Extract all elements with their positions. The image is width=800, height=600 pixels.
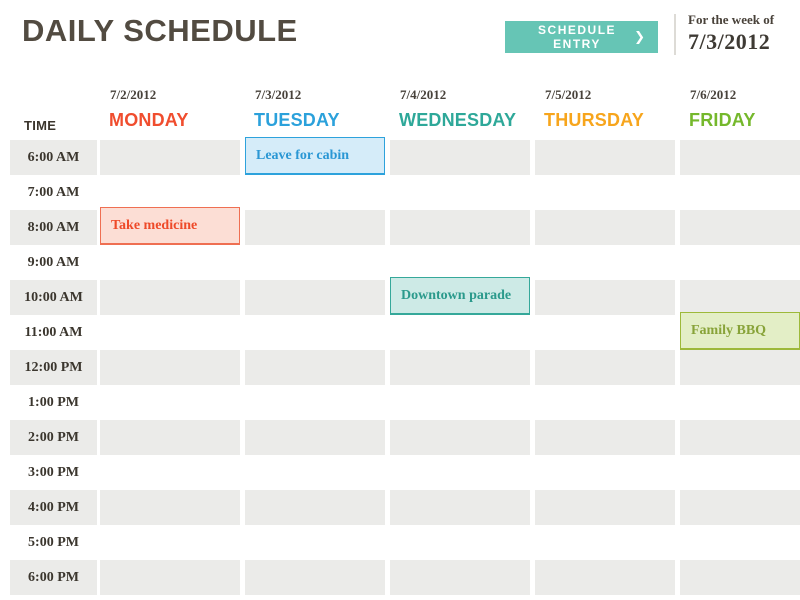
grid-cell[interactable] [100,175,240,210]
grid-cell[interactable] [100,315,240,350]
time-column-header: TIME [24,118,57,133]
grid-cell[interactable] [535,560,675,595]
grid-cell[interactable] [680,140,800,175]
grid-cell[interactable] [245,420,385,455]
time-cell: 7:00 AM [27,185,80,200]
grid-cell[interactable] [390,245,530,280]
day-date-friday: 7/6/2012 [690,87,737,102]
day-header-thursday: THURSDAY [544,110,644,130]
grid-cell[interactable] [680,385,800,420]
event-leave-for-cabin[interactable]: Leave for cabin [245,137,385,175]
chevron-right-icon: ❯ [634,29,645,44]
grid-cell[interactable] [390,175,530,210]
day-header-wednesday: WEDNESDAY [399,110,517,130]
time-cell: 3:00 PM [28,465,79,480]
time-cell: 6:00 AM [10,140,97,175]
grid-cell[interactable] [535,455,675,490]
event-downtown-parade[interactable]: Downtown parade [390,277,530,315]
grid-cell[interactable] [535,315,675,350]
grid-cell[interactable] [390,490,530,525]
grid-cell[interactable] [680,280,800,315]
time-cell: 11:00 AM [24,325,83,340]
grid-cell[interactable] [245,385,385,420]
grid-cell[interactable] [680,455,800,490]
grid-cell[interactable] [680,560,800,595]
day-date-thursday: 7/5/2012 [545,87,592,102]
grid-cell[interactable] [100,385,240,420]
grid-cell[interactable] [245,175,385,210]
grid-cell[interactable] [245,280,385,315]
grid-cell[interactable] [245,525,385,560]
grid-cell[interactable] [390,140,530,175]
grid-cell[interactable] [245,490,385,525]
grid-cell[interactable] [390,560,530,595]
grid-cell[interactable] [390,525,530,560]
grid-cell[interactable] [535,280,675,315]
time-cell: 2:00 PM [10,420,97,455]
event-family-bbq[interactable]: Family BBQ [680,312,800,350]
grid-cell[interactable] [245,245,385,280]
grid-cell[interactable] [680,420,800,455]
grid-cell[interactable] [100,490,240,525]
grid-cell[interactable] [680,525,800,560]
grid-cell[interactable] [100,140,240,175]
time-cell: 12:00 PM [10,350,97,385]
event-take-medicine[interactable]: Take medicine [100,207,240,245]
grid-cell[interactable] [245,350,385,385]
week-of-date: 7/3/2012 [688,29,771,54]
grid-cell[interactable] [390,385,530,420]
page-title: DAILY SCHEDULE [22,13,298,48]
grid-cell[interactable] [535,385,675,420]
grid-cell[interactable] [535,245,675,280]
grid-cell[interactable] [245,315,385,350]
grid-cell[interactable] [100,560,240,595]
time-cell: 10:00 AM [10,280,97,315]
week-of-label: For the week of [688,12,775,27]
grid-cell[interactable] [390,350,530,385]
time-cell: 6:00 PM [10,560,97,595]
grid-cell[interactable] [100,245,240,280]
grid-cell[interactable] [535,420,675,455]
grid-cell[interactable] [535,490,675,525]
grid-cell[interactable] [390,210,530,245]
grid-cell[interactable] [535,210,675,245]
grid-cell[interactable] [680,210,800,245]
grid-cell[interactable] [100,455,240,490]
grid-cell[interactable] [680,245,800,280]
time-cell: 4:00 PM [10,490,97,525]
day-date-tuesday: 7/3/2012 [255,87,302,102]
grid-cell[interactable] [245,210,385,245]
grid-cell[interactable] [100,420,240,455]
day-date-monday: 7/2/2012 [110,87,157,102]
header-divider [674,14,676,55]
schedule-entry-button[interactable]: SCHEDULE ENTRY ❯ [505,21,658,53]
time-cell: 8:00 AM [10,210,97,245]
week-of-block: For the week of 7/3/2012 [688,12,774,55]
grid-cell[interactable] [535,525,675,560]
grid-cell[interactable] [390,315,530,350]
grid-cell[interactable] [390,420,530,455]
grid-cell[interactable] [535,175,675,210]
day-header-tuesday: TUESDAY [254,110,340,130]
grid-cell[interactable] [680,350,800,385]
grid-cell[interactable] [680,175,800,210]
grid-cell[interactable] [100,525,240,560]
grid-cell[interactable] [535,140,675,175]
time-cell: 9:00 AM [27,255,80,270]
grid-cell[interactable] [680,490,800,525]
grid-cell[interactable] [390,455,530,490]
schedule-entry-button-label: SCHEDULE ENTRY [538,23,617,51]
grid-cell[interactable] [535,350,675,385]
time-cell: 1:00 PM [28,395,79,410]
time-cell: 5:00 PM [28,535,79,550]
day-header-monday: MONDAY [109,110,189,130]
day-date-wednesday: 7/4/2012 [400,87,447,102]
grid-cell[interactable] [245,455,385,490]
grid-cell[interactable] [245,560,385,595]
grid-cell[interactable] [100,280,240,315]
day-header-friday: FRIDAY [689,110,756,130]
grid-cell[interactable] [100,350,240,385]
